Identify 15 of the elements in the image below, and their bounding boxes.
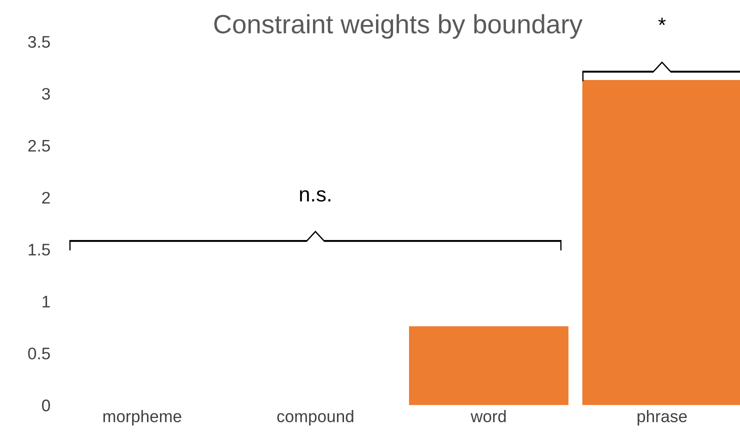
chart-title: Constraint weights by boundary: [214, 14, 583, 39]
y-tick-label: 1: [42, 296, 50, 308]
y-tick-label: 2.5: [28, 140, 50, 152]
x-tick-label: compound: [277, 410, 354, 426]
y-tick-label: 0: [42, 400, 50, 412]
annotation: n.s.: [300, 190, 330, 202]
y-tick-label: 1.5: [28, 244, 50, 256]
x-tick-label: word: [470, 410, 506, 422]
x-tick-label: phrase: [638, 410, 687, 426]
y-tick-label: 0.5: [28, 348, 50, 360]
x-tick-label: morpheme: [103, 410, 182, 426]
y-tick-label: 2: [42, 192, 50, 204]
y-tick-label: 3: [42, 88, 50, 100]
text: *: [658, 18, 666, 26]
y-tick-label: 3.5: [28, 36, 50, 48]
